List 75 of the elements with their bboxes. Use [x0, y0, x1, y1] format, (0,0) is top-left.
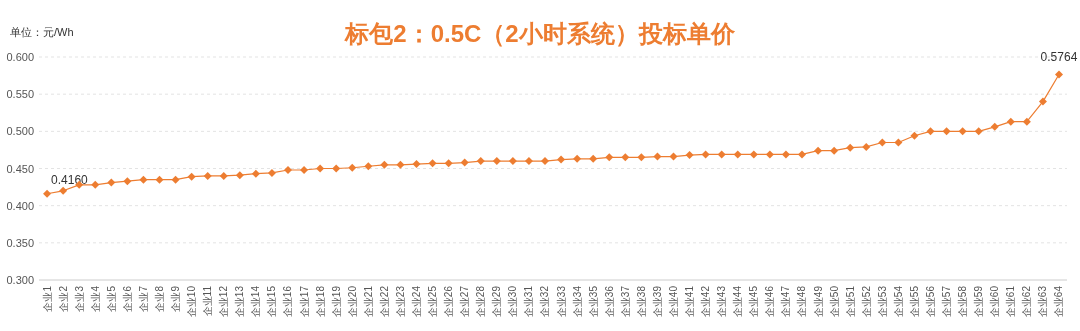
chart-title: 标包2：0.5C（2小时系统）投标单价	[344, 20, 736, 47]
x-tick-label: 企业59	[973, 285, 985, 318]
x-tick-label: 企业36	[603, 285, 615, 318]
x-tick-label: 企业32	[539, 285, 551, 318]
x-tick-label: 企业53	[876, 285, 888, 318]
x-tick-label: 企业5	[105, 285, 117, 312]
x-tick-label: 企业57	[941, 285, 953, 318]
x-tick-label: 企业2	[57, 285, 69, 312]
x-tick-label: 企业21	[362, 285, 374, 318]
x-tick-label: 企业35	[587, 285, 599, 318]
x-tick-label: 企业1	[41, 285, 53, 312]
x-tick-label: 企业9	[170, 285, 182, 312]
x-tick-label: 企业51	[844, 285, 856, 318]
x-tick-label: 企业41	[684, 285, 696, 318]
x-tick-label: 企业31	[523, 285, 535, 318]
x-tick-label: 企业19	[330, 285, 342, 318]
x-tick-label: 企业17	[298, 285, 310, 318]
x-tick-label: 企业43	[716, 285, 728, 318]
x-tick-label: 企业3	[73, 285, 85, 312]
x-tick-label: 企业27	[459, 285, 471, 318]
x-tick-label: 企业38	[635, 285, 647, 318]
x-tick-label: 企业18	[314, 285, 326, 318]
x-tick-label: 企业10	[186, 285, 198, 318]
x-tick-label: 企业52	[860, 285, 872, 318]
x-tick-label: 企业34	[571, 285, 583, 318]
x-tick-label: 企业20	[346, 285, 358, 318]
x-tick-label: 企业24	[410, 285, 422, 318]
x-tick-label: 企业58	[957, 285, 969, 318]
x-tick-label: 企业29	[491, 285, 503, 318]
y-tick-label: 0.350	[6, 236, 34, 249]
x-tick-label: 企业62	[1021, 285, 1033, 318]
y-tick-label: 0.550	[6, 88, 34, 101]
x-tick-label: 企业50	[828, 285, 840, 318]
x-tick-label: 企业15	[266, 285, 278, 318]
x-tick-label: 企业13	[234, 285, 246, 318]
x-tick-label: 企业16	[282, 285, 294, 318]
x-tick-label: 企业6	[121, 285, 133, 312]
x-tick-label: 企业14	[250, 285, 262, 318]
x-tick-label: 企业28	[475, 285, 487, 318]
x-tick-label: 企业55	[908, 285, 920, 318]
x-tick-label: 企业22	[378, 285, 390, 318]
x-tick-label: 企业30	[507, 285, 519, 318]
x-tick-label: 企业45	[748, 285, 760, 318]
data-label: 0.4160	[51, 172, 89, 187]
x-tick-label: 企业7	[137, 285, 149, 312]
y-tick-label: 0.500	[6, 125, 34, 138]
x-tick-label: 企业33	[555, 285, 567, 318]
x-tick-label: 企业63	[1037, 285, 1049, 318]
y-tick-label: 0.600	[6, 51, 34, 63]
x-tick-label: 企业44	[732, 285, 744, 318]
x-tick-label: 企业37	[619, 285, 631, 318]
x-tick-label: 企业46	[764, 285, 776, 318]
x-tick-label: 企业42	[700, 285, 712, 318]
x-tick-label: 企业11	[202, 285, 214, 317]
x-tick-label: 企业47	[780, 285, 792, 318]
y-tick-label: 0.300	[6, 274, 34, 286]
x-tick-label: 企业64	[1053, 285, 1065, 318]
x-tick-label: 企业40	[667, 285, 679, 318]
x-tick-label: 企业23	[394, 285, 406, 318]
x-tick-label: 企业8	[153, 285, 165, 312]
x-tick-label: 企业61	[1005, 285, 1017, 318]
y-tick-label: 0.450	[6, 162, 34, 175]
x-tick-label: 企业48	[796, 285, 808, 318]
x-tick-label: 企业12	[218, 285, 230, 318]
x-tick-label: 企业60	[989, 285, 1001, 318]
y-axis-title: 单位：元/Wh	[10, 26, 74, 38]
x-tick-label: 企业39	[651, 285, 663, 318]
x-tick-label: 企业26	[443, 285, 455, 318]
x-tick-label: 企业54	[892, 285, 904, 318]
x-tick-label: 企业25	[427, 285, 439, 318]
x-tick-label: 企业4	[89, 285, 101, 312]
data-label: 0.5764	[1040, 49, 1078, 64]
y-tick-label: 0.400	[6, 199, 34, 212]
x-tick-label: 企业49	[812, 285, 824, 318]
x-tick-label: 企业56	[924, 285, 936, 318]
